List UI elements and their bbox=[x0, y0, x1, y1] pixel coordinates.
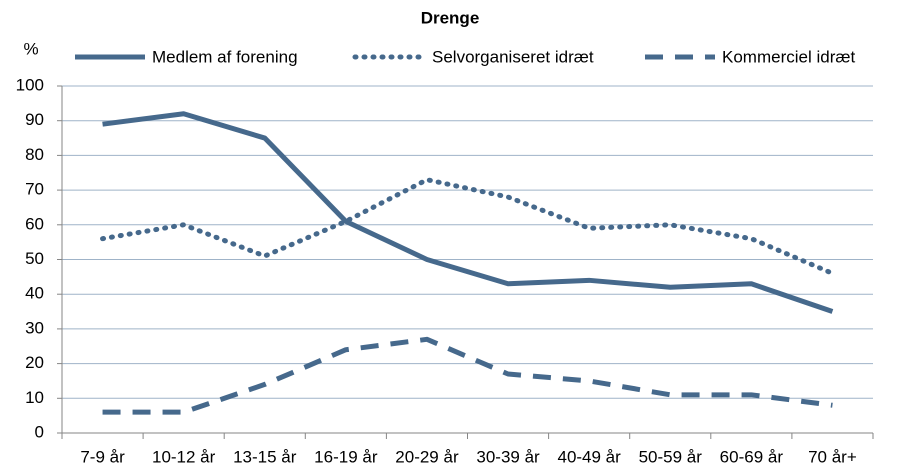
x-tick-label: 50-59 år bbox=[639, 447, 703, 466]
legend-label: Kommerciel idræt bbox=[722, 47, 855, 66]
legend-label: Medlem af forening bbox=[152, 47, 298, 66]
legend-label: Selvorganiseret idræt bbox=[432, 47, 594, 66]
y-tick-label: 100 bbox=[16, 75, 44, 94]
y-tick-label: 50 bbox=[25, 249, 44, 268]
x-tick-label: 13-15 år bbox=[233, 447, 297, 466]
series-line bbox=[102, 336, 833, 415]
x-tick-label: 60-69 år bbox=[720, 447, 784, 466]
y-tick-label: 30 bbox=[25, 318, 44, 337]
y-tick-label: 90 bbox=[25, 110, 44, 129]
chart-title: Drenge bbox=[421, 8, 480, 27]
x-tick-label: 20-29 år bbox=[395, 447, 459, 466]
y-tick-label: 80 bbox=[25, 145, 44, 164]
y-axis-label: % bbox=[23, 39, 38, 58]
x-tick-label: 16-19 år bbox=[314, 447, 378, 466]
x-tick-label: 7-9 år bbox=[80, 447, 125, 466]
y-tick-label: 60 bbox=[25, 214, 44, 233]
x-tick-label: 40-49 år bbox=[557, 447, 621, 466]
y-tick-label: 10 bbox=[25, 388, 44, 407]
series-line bbox=[100, 177, 835, 276]
y-tick-label: 0 bbox=[35, 422, 44, 441]
x-tick-label: 10-12 år bbox=[152, 447, 216, 466]
x-tick-label: 30-39 år bbox=[476, 447, 540, 466]
y-tick-label: 70 bbox=[25, 180, 44, 199]
series-line bbox=[102, 111, 834, 314]
y-tick-label: 20 bbox=[25, 353, 44, 372]
x-tick-label: 70 år+ bbox=[808, 447, 857, 466]
y-tick-label: 40 bbox=[25, 284, 44, 303]
